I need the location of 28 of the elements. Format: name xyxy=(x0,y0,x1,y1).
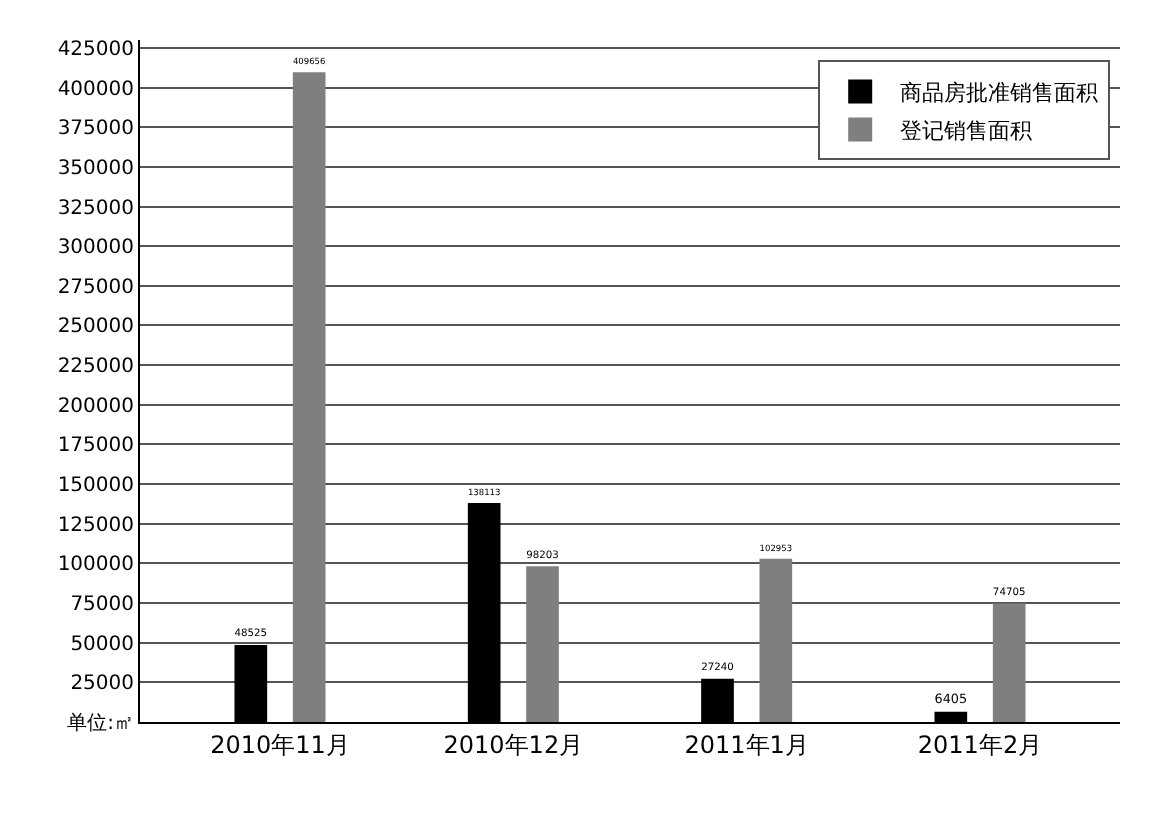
y-tick-label: 单位:㎡ xyxy=(67,711,134,735)
y-tick-label: 200000 xyxy=(57,395,134,418)
y-tick-label: 125000 xyxy=(57,514,134,537)
bar xyxy=(759,558,793,722)
y-tick-label: 375000 xyxy=(57,118,134,141)
y-tick-label: 75000 xyxy=(70,594,134,617)
y-tick-label: 150000 xyxy=(57,475,134,498)
legend-label: 商品房批准销售面积 xyxy=(900,80,1099,107)
bar xyxy=(526,566,559,722)
y-tick-label: 400000 xyxy=(57,78,134,101)
y-tick-label: 100000 xyxy=(57,554,134,577)
x-tick-label: 2011年2月 xyxy=(917,730,1043,759)
x-tick-label: 2011年1月 xyxy=(684,730,809,759)
x-tick-label: 2010年11月 xyxy=(210,730,350,759)
y-tick-label: 50000 xyxy=(70,633,134,656)
y-tick-label: 225000 xyxy=(57,356,134,379)
y-tick-label: 300000 xyxy=(57,237,134,260)
bar xyxy=(992,603,1026,722)
y-tick-label: 325000 xyxy=(57,197,134,220)
y-tick-label: 250000 xyxy=(57,316,134,339)
y-tick-label: 275000 xyxy=(57,276,134,299)
x-tick-label: 2010年12月 xyxy=(443,730,584,759)
y-tick-label: 25000 xyxy=(70,673,134,696)
legend-label: 登记销售面积 xyxy=(900,118,1033,145)
y-tick-label: 175000 xyxy=(57,435,134,458)
bar xyxy=(292,72,326,722)
y-tick-label: 350000 xyxy=(57,157,134,180)
y-tick-label: 425000 xyxy=(57,38,134,61)
